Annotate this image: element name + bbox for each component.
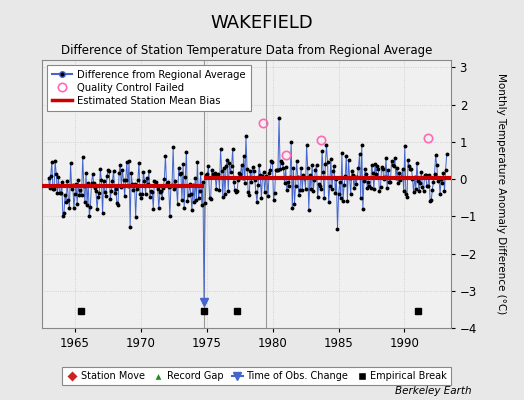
- Text: Berkeley Earth: Berkeley Earth: [395, 386, 472, 396]
- Text: WAKEFIELD: WAKEFIELD: [211, 14, 313, 32]
- Legend: Difference from Regional Average, Quality Control Failed, Estimated Station Mean: Difference from Regional Average, Qualit…: [47, 65, 250, 111]
- Y-axis label: Monthly Temperature Anomaly Difference (°C): Monthly Temperature Anomaly Difference (…: [496, 73, 507, 315]
- Legend: Station Move, Record Gap, Time of Obs. Change, Empirical Break: Station Move, Record Gap, Time of Obs. C…: [62, 367, 451, 385]
- Title: Difference of Station Temperature Data from Regional Average: Difference of Station Temperature Data f…: [61, 44, 432, 58]
